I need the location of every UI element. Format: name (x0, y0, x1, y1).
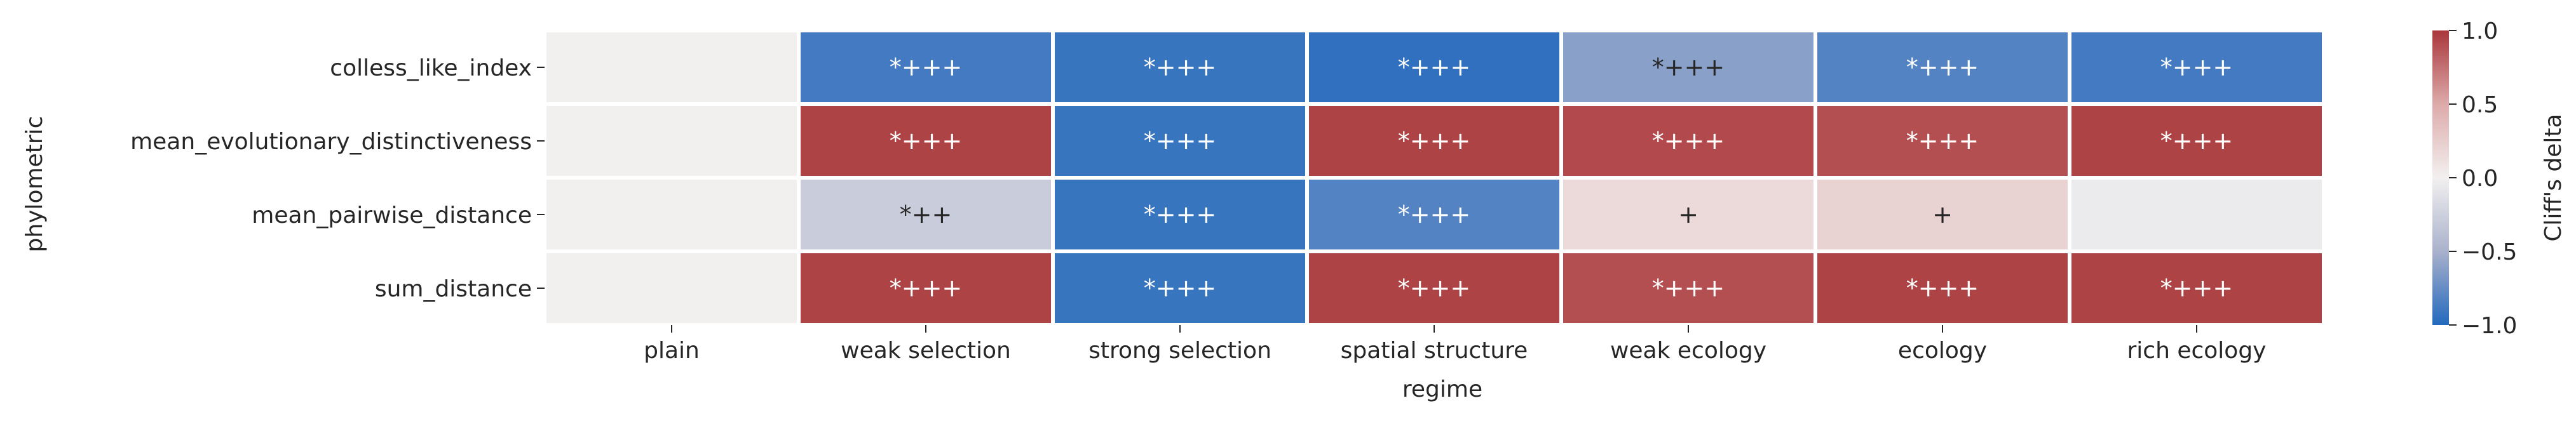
cell-annotation: *+++ (890, 127, 963, 155)
cell-annotations: *+++ *+++ *+++ *+++ *+++ *+++*+++ *+++ *+++ *+++… (890, 53, 2234, 302)
cell-annotation: *+++ (1652, 127, 1725, 155)
cell-annotation: + (1932, 201, 1953, 229)
heatmap-cell (1055, 32, 1305, 102)
cell-annotation: *+++ (1652, 274, 1725, 302)
heatmap-cell (546, 32, 797, 102)
cell-annotation: *+++ (2160, 53, 2234, 81)
heatmap-cell (1563, 106, 1813, 176)
cell-annotation: *+++ (1398, 127, 1471, 155)
cell-annotation: *++ (900, 201, 952, 229)
heatmap-cell (1563, 32, 1813, 102)
cell-annotation: *+++ (1906, 127, 1979, 155)
x-tick-label: strong selection (1088, 338, 1271, 364)
y-tick-label: colless_like_index (330, 55, 532, 81)
x-tick-label: ecology (1898, 338, 1987, 364)
x-tick-label: weak selection (841, 338, 1011, 364)
colorbar-tick-label: −1.0 (2462, 313, 2517, 339)
cell-annotation: *+++ (1906, 274, 1979, 302)
heatmap-cell (1817, 32, 2068, 102)
cell-annotation: *+++ (1398, 53, 1471, 81)
colorbar-tick-label: 1.0 (2462, 18, 2498, 44)
cell-annotation: *+++ (890, 274, 963, 302)
cell-annotation: *+++ (2160, 274, 2234, 302)
cell-annotation: *+++ (1144, 53, 1217, 81)
heatmap-cell (2071, 180, 2322, 249)
colorbar-tick-label: −0.5 (2462, 239, 2517, 265)
y-tick-label: sum_distance (375, 276, 532, 302)
cell-annotation: *+++ (1144, 274, 1217, 302)
x-axis-label: regime (1402, 376, 1482, 402)
heatmap-cell (1309, 253, 1559, 323)
x-tick-label: plain (644, 338, 700, 364)
y-tick-label: mean_pairwise_distance (252, 202, 532, 229)
heatmap-cell (1055, 180, 1305, 249)
heatmap-cell (801, 32, 1051, 102)
cell-annotation: *+++ (890, 53, 963, 81)
heatmap-cell (1817, 180, 2068, 249)
cell-annotation: *+++ (1398, 201, 1471, 229)
colorbar: −1.0 −0.5 0.0 0.5 1.0 Cliff's delta (2432, 18, 2566, 339)
heatmap-cell (1817, 253, 2068, 323)
heatmap-cell (1817, 106, 2068, 176)
y-axis-ticks: colless_like_index mean_evolutionary_dist… (130, 55, 545, 302)
colorbar-ticks: −1.0 −0.5 0.0 0.5 1.0 (2449, 18, 2517, 339)
colorbar-tick-label: 0.0 (2462, 166, 2498, 192)
colorbar-label: Cliff's delta (2540, 114, 2566, 241)
x-axis-ticks: plain weak selection strong selection spati… (644, 325, 2267, 364)
heatmap-cell (1563, 253, 1813, 323)
y-axis-label: phylometric (22, 116, 48, 253)
colorbar-tick-label: 0.5 (2462, 92, 2498, 118)
heatmap-cell (1309, 32, 1559, 102)
heatmap-cell (546, 180, 797, 249)
colorbar-gradient (2432, 30, 2449, 325)
cell-annotation: *+++ (1652, 53, 1725, 81)
x-tick-label: rich ecology (2127, 338, 2266, 364)
heatmap-cell (1563, 180, 1813, 249)
x-tick-label: spatial structure (1341, 338, 1528, 364)
heatmap-cell (546, 253, 797, 323)
heatmap-cell (801, 106, 1051, 176)
cell-annotation: *+++ (1398, 274, 1471, 302)
cell-annotation: + (1678, 201, 1698, 229)
heatmap-cell (2071, 32, 2322, 102)
heatmap-cell (1309, 180, 1559, 249)
heatmap-cell (2071, 253, 2322, 323)
heatmap-cell (801, 180, 1051, 249)
cell-annotation: *+++ (1906, 53, 1979, 81)
heatmap-cell (1055, 106, 1305, 176)
heatmap-cells (546, 32, 2322, 323)
x-tick-label: weak ecology (1610, 338, 1766, 364)
cell-annotation: *+++ (1144, 201, 1217, 229)
heatmap-cell (1055, 253, 1305, 323)
cell-annotation: *+++ (1144, 127, 1217, 155)
cell-annotation: *+++ (2160, 127, 2234, 155)
heatmap-cell (546, 106, 797, 176)
y-tick-label: mean_evolutionary_distinctiveness (130, 129, 532, 155)
heatmap-cell (1309, 106, 1559, 176)
heatmap-cell (2071, 106, 2322, 176)
heatmap-cell (801, 253, 1051, 323)
